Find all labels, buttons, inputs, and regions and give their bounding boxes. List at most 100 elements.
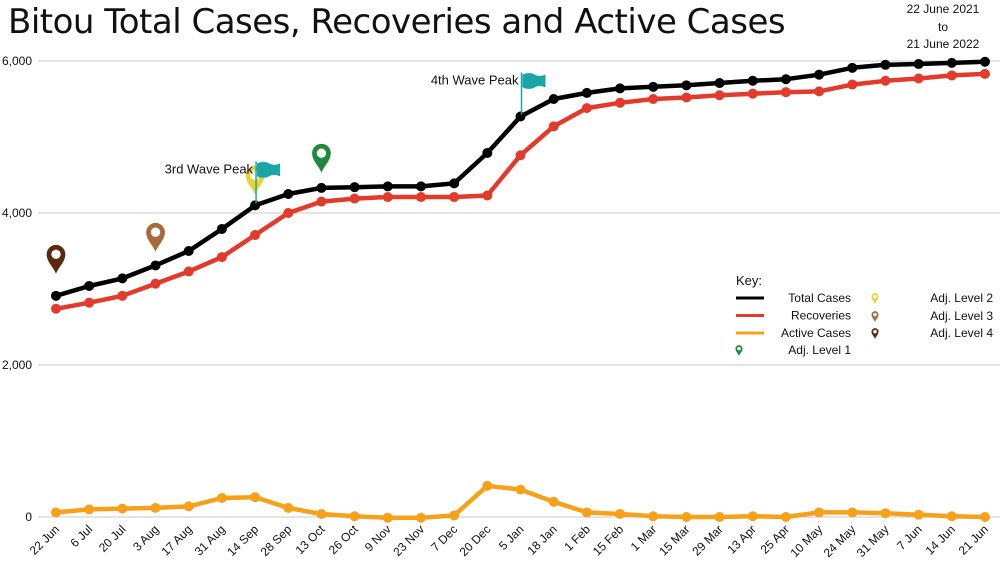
- legend-pin-adj-level-2: [871, 293, 879, 304]
- data-point: [382, 512, 393, 523]
- data-point: [250, 200, 261, 211]
- data-point: [216, 223, 227, 234]
- data-point: [51, 290, 61, 301]
- legend-pin-adj-level-4-body: [871, 328, 879, 339]
- data-point: [847, 79, 858, 90]
- x-tick-label: 15 Mar: [656, 522, 692, 558]
- date-to-word: to: [937, 20, 948, 34]
- data-point: [780, 74, 791, 85]
- x-tick-label: 13 Apr: [724, 522, 758, 556]
- data-point: [581, 507, 592, 518]
- x-tick-label: 21 Jun: [956, 522, 991, 557]
- x-tick-label: 6 Jul: [67, 522, 95, 550]
- data-point: [415, 512, 426, 523]
- data-point: [449, 510, 460, 521]
- legend-pin-adj-level-2-body: [871, 293, 879, 304]
- level-pin-adj-level-3-hole: [150, 227, 161, 237]
- flag-icon: [257, 161, 281, 178]
- data-point: [482, 480, 493, 491]
- legend-pin-adj-level-4: [871, 328, 879, 339]
- data-point: [415, 192, 426, 203]
- data-point: [681, 92, 692, 103]
- data-point: [581, 103, 592, 114]
- data-point: [913, 509, 924, 520]
- data-point: [482, 190, 493, 201]
- data-point: [880, 508, 891, 519]
- data-point: [117, 503, 128, 514]
- x-tick-label: 29 Mar: [689, 522, 725, 558]
- x-tick-label: 14 Sep: [224, 522, 261, 559]
- data-point: [615, 83, 626, 94]
- level-pin-adj-level-4: [46, 244, 66, 274]
- data-point: [349, 182, 360, 193]
- x-tick-label: 17 Aug: [159, 522, 195, 558]
- y-tick-label: 4,000: [2, 206, 32, 220]
- date-from: 22 June 2021: [906, 2, 980, 16]
- level-pin-adj-level-1: [312, 143, 331, 173]
- data-point: [714, 512, 725, 522]
- x-tick-label: 24 May: [821, 522, 859, 560]
- data-point: [216, 493, 227, 503]
- data-point: [681, 512, 692, 522]
- legend-label: Active Cases: [781, 326, 851, 340]
- data-point: [780, 87, 791, 98]
- x-tick-label: 25 Apr: [758, 522, 792, 556]
- legend-pin-adj-level-2-hole: [873, 294, 877, 299]
- annotation-label: 3rd Wave Peak: [165, 161, 254, 176]
- data-point: [183, 501, 194, 512]
- x-tick-label: 31 Aug: [192, 522, 228, 558]
- series-line-total-cases: [55, 59, 986, 298]
- y-tick-label: 2,000: [2, 358, 32, 372]
- data-point: [84, 297, 95, 308]
- data-point: [615, 508, 626, 519]
- data-point: [747, 511, 758, 522]
- x-tick-label: 23 Nov: [390, 522, 427, 559]
- data-point: [681, 80, 692, 91]
- data-point: [814, 507, 825, 518]
- data-point: [150, 278, 161, 289]
- data-point: [183, 266, 194, 277]
- legend-pin-adj-level-3: [871, 311, 879, 322]
- data-point: [150, 502, 161, 513]
- date-to: 21 June 2022: [906, 37, 980, 51]
- data-point: [449, 178, 460, 189]
- data-point: [316, 508, 327, 519]
- data-point: [349, 511, 360, 522]
- x-tick-label: 7 Dec: [428, 522, 460, 554]
- x-tick-label: 26 Oct: [326, 522, 361, 557]
- data-point: [415, 181, 426, 192]
- legend-pin-adj-level-1-body: [735, 345, 743, 356]
- x-tick-label: 1 Feb: [561, 522, 593, 554]
- level-pin-adj-level-4-hole: [51, 249, 61, 259]
- data-point: [548, 94, 559, 104]
- level-pin-adj-level-3-body: [146, 222, 165, 252]
- data-point: [847, 62, 858, 73]
- data-point: [216, 252, 227, 263]
- data-point: [316, 182, 327, 193]
- legend-label: Recoveries: [791, 309, 851, 323]
- data-point: [515, 150, 526, 161]
- data-point: [183, 246, 194, 256]
- data-point: [814, 69, 825, 80]
- y-tick-label: 0: [25, 510, 32, 524]
- data-point: [482, 147, 493, 158]
- data-point: [283, 208, 294, 218]
- legend-pin-adj-level-3-body: [871, 311, 879, 322]
- data-point: [548, 496, 559, 507]
- data-point: [150, 260, 161, 271]
- data-point: [880, 59, 891, 70]
- data-point: [51, 507, 61, 518]
- data-point: [51, 303, 61, 314]
- data-point: [747, 88, 758, 99]
- data-point: [250, 492, 261, 503]
- data-point: [250, 230, 261, 241]
- data-point: [117, 290, 128, 301]
- data-point: [449, 192, 460, 203]
- x-tick-label: 9 Nov: [362, 522, 394, 554]
- data-point: [648, 81, 659, 92]
- legend-pin-adj-level-3-hole: [873, 312, 877, 317]
- flag-icon: [522, 72, 546, 89]
- data-point: [648, 511, 659, 522]
